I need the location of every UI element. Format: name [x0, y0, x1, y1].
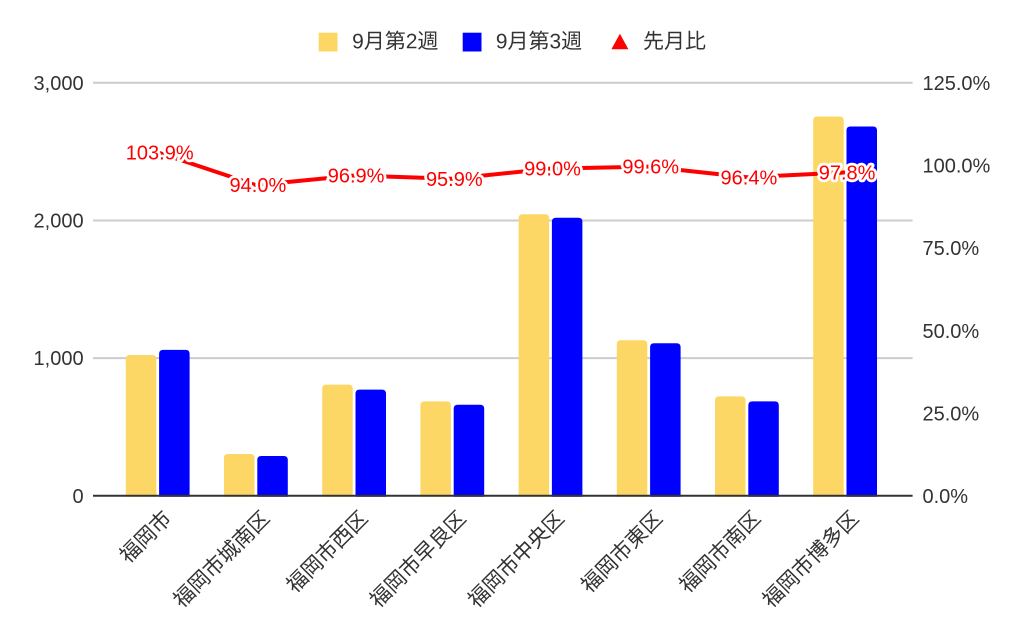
svg-text:50.0%: 50.0%: [923, 321, 980, 343]
svg-text:97.8%: 97.8%: [819, 163, 876, 185]
svg-text:99.0%: 99.0%: [524, 159, 581, 181]
svg-text:1,000: 1,000: [34, 348, 84, 370]
svg-text:95.9%: 95.9%: [426, 169, 483, 191]
svg-text:3,000: 3,000: [34, 73, 84, 95]
svg-text:96.4%: 96.4%: [721, 167, 778, 189]
svg-text:2,000: 2,000: [34, 211, 84, 233]
svg-text:0: 0: [72, 486, 83, 508]
svg-text:94.0%: 94.0%: [230, 175, 287, 197]
svg-text:75.0%: 75.0%: [923, 238, 980, 260]
svg-text:0.0%: 0.0%: [923, 486, 969, 508]
svg-text:96.9%: 96.9%: [328, 166, 385, 188]
svg-text:103.9%: 103.9%: [126, 143, 194, 165]
svg-text:100.0%: 100.0%: [923, 156, 991, 178]
svg-text:125.0%: 125.0%: [923, 73, 991, 95]
svg-text:25.0%: 25.0%: [923, 403, 980, 425]
svg-text:99.6%: 99.6%: [622, 157, 679, 179]
